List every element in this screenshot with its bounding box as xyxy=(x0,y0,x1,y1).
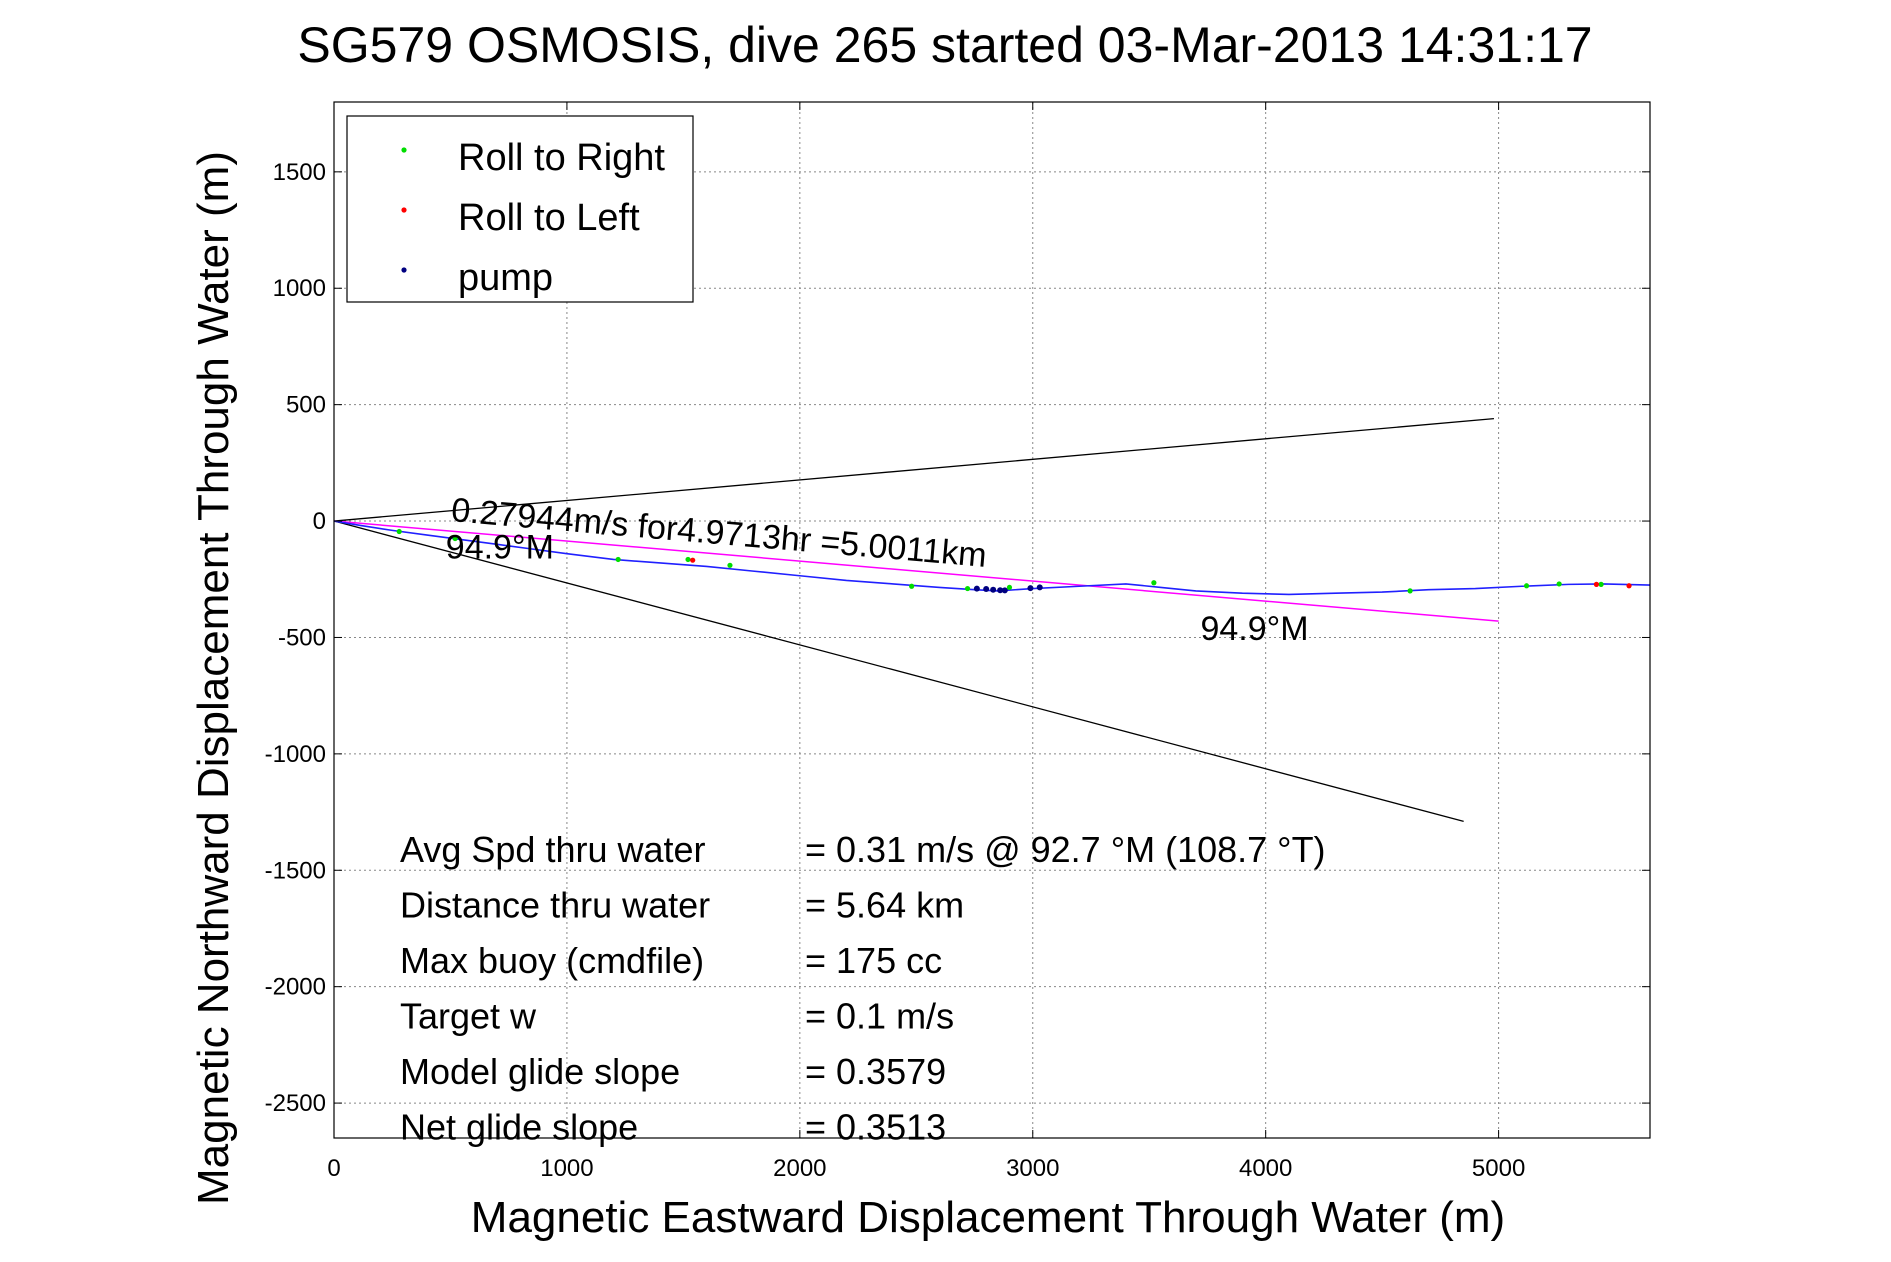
roll-right-point xyxy=(1006,584,1013,591)
x-tick-label: 3000 xyxy=(1006,1155,1059,1182)
x-tick-label: 1000 xyxy=(540,1155,593,1182)
stat-value: = 5.64 km xyxy=(805,885,964,926)
legend-marker xyxy=(401,267,407,273)
stat-value: = 0.1 m/s xyxy=(805,996,954,1037)
pump-point xyxy=(1027,585,1034,592)
pump-point xyxy=(973,585,980,592)
stat-value: = 0.31 m/s @ 92.7 °M (108.7 °T) xyxy=(805,829,1326,870)
x-tick-label: 2000 xyxy=(773,1155,826,1182)
pump-point xyxy=(1001,587,1008,594)
stat-label: Target w xyxy=(400,996,537,1037)
roll-right-point xyxy=(396,528,402,535)
x-axis-label: Magnetic Eastward Displacement Through W… xyxy=(471,1193,1505,1242)
roll-right-point xyxy=(909,583,915,589)
legend-marker xyxy=(401,147,407,153)
roll-right-point xyxy=(1556,581,1562,587)
mean-velocity-line-group xyxy=(333,520,1499,622)
roll-right-point xyxy=(1407,588,1413,594)
stat-label: Model glide slope xyxy=(400,1051,680,1092)
legend-label: pump xyxy=(458,257,553,299)
roll-right-point xyxy=(964,585,971,592)
heading-line-upper xyxy=(333,417,1495,522)
x-tick-label: 0 xyxy=(327,1155,340,1182)
annotation-text: 94.9°M xyxy=(1200,610,1308,648)
y-tick-label: -2500 xyxy=(265,1090,326,1117)
legend-label: Roll to Left xyxy=(458,197,640,239)
roll-right-point xyxy=(1523,583,1530,589)
chart-title: SG579 OSMOSIS, dive 265 started 03-Mar-2… xyxy=(297,17,1592,73)
y-tick-label: 0 xyxy=(313,508,326,535)
y-tick-label: -1000 xyxy=(265,741,326,768)
stat-label: Distance thru water xyxy=(400,885,710,926)
y-tick-label: 1500 xyxy=(273,159,326,186)
mean-velocity-line xyxy=(333,520,1499,622)
roll-right-point xyxy=(452,535,458,542)
pump-point xyxy=(983,586,990,593)
heading-lines xyxy=(333,417,1495,823)
stat-value: = 0.3513 xyxy=(805,1107,946,1148)
marker-points xyxy=(396,528,1632,594)
stat-value: = 175 cc xyxy=(805,940,942,981)
heading-line-lower xyxy=(333,520,1464,823)
y-tick-label: -500 xyxy=(278,624,326,651)
x-axis-ticks: 0 1000 2000 3000 4000 5000 xyxy=(327,102,1525,1182)
y-tick-label: 1000 xyxy=(273,275,326,302)
pump-point xyxy=(997,587,1004,594)
x-tick-label: 5000 xyxy=(1472,1155,1525,1182)
roll-left-point xyxy=(690,557,696,563)
pump-point xyxy=(1036,584,1043,591)
roll-right-point xyxy=(685,556,691,563)
legend: Roll to Right Roll to Left pump xyxy=(346,115,694,303)
y-tick-label: -1500 xyxy=(265,857,326,884)
y-axis-ticks: 1500 1000 500 0 -500 -1000 -1500 -2000 -2500 xyxy=(265,159,1650,1117)
roll-right-point xyxy=(727,562,733,568)
grid-lines xyxy=(334,102,1650,1138)
y-axis-label: Magnetic Northward Displacement Through … xyxy=(189,151,238,1205)
pump-point xyxy=(990,586,997,593)
stat-label: Avg Spd thru water xyxy=(400,829,706,870)
roll-left-point xyxy=(1626,583,1632,589)
stat-label: Net glide slope xyxy=(400,1107,638,1148)
roll-left-point xyxy=(1593,581,1600,587)
roll-right-point xyxy=(615,556,621,563)
roll-right-point xyxy=(1598,581,1604,587)
stat-value: = 0.3579 xyxy=(805,1051,946,1092)
y-tick-label: -2000 xyxy=(265,974,326,1001)
stats-block: Avg Spd thru water = 0.31 m/s @ 92.7 °M (… xyxy=(400,829,1326,1148)
y-tick-label: 500 xyxy=(286,392,326,419)
stat-label: Max buoy (cmdfile) xyxy=(400,940,704,981)
roll-right-point xyxy=(1151,580,1157,586)
x-tick-label: 4000 xyxy=(1239,1155,1292,1182)
legend-marker xyxy=(401,207,407,213)
plot-frame xyxy=(333,101,1651,1139)
legend-label: Roll to Right xyxy=(458,137,665,179)
annotation-text: 94.9°M xyxy=(446,528,554,566)
